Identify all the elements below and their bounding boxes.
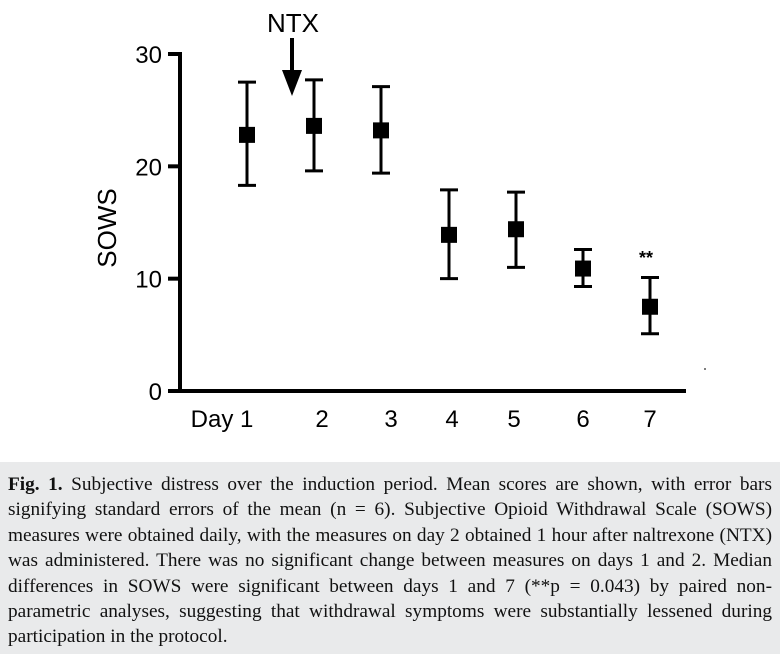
x-tick-label: 7 — [643, 406, 656, 433]
significance-annotation: ** — [639, 248, 653, 268]
x-tick-label: 4 — [445, 406, 458, 433]
data-point — [575, 260, 591, 277]
data-point — [642, 298, 658, 315]
data-point — [373, 122, 389, 139]
chart-labels: SOWS NTX ** — [92, 8, 706, 370]
ntx-annotation: NTX — [267, 8, 319, 38]
figure-caption: Fig. 1. Subjective distress over the ind… — [0, 462, 780, 654]
x-tick-label: 2 — [315, 406, 328, 433]
caption-text: Fig. 1. Subjective distress over the ind… — [8, 472, 772, 650]
data-point — [508, 221, 524, 238]
x-tick-label: 6 — [576, 406, 589, 433]
data-point — [441, 226, 457, 243]
ntx-arrow-head — [282, 70, 302, 96]
data-point — [306, 117, 322, 134]
data-point — [239, 126, 255, 143]
y-axis-label: SOWS — [92, 188, 122, 267]
x-tick-label: Day 1 — [191, 406, 254, 433]
x-tick-label: 3 — [384, 406, 397, 433]
y-tick-label: 20 — [135, 154, 162, 181]
x-tick-label: 5 — [507, 406, 520, 433]
caption-body: Subjective distress over the induction p… — [8, 474, 772, 648]
data-marks — [238, 78, 659, 336]
sows-chart: 0 10 20 30 Day 1 2 3 4 5 6 7 SOWS NTX ** — [92, 8, 706, 433]
figure-label: Fig. 1. — [8, 474, 63, 495]
y-tick-label: 30 — [135, 42, 162, 69]
y-tick-label: 0 — [149, 379, 162, 406]
y-tick-label: 10 — [135, 267, 162, 294]
axes: 0 10 20 30 Day 1 2 3 4 5 6 7 — [135, 42, 686, 433]
stray-dot — [704, 368, 706, 370]
